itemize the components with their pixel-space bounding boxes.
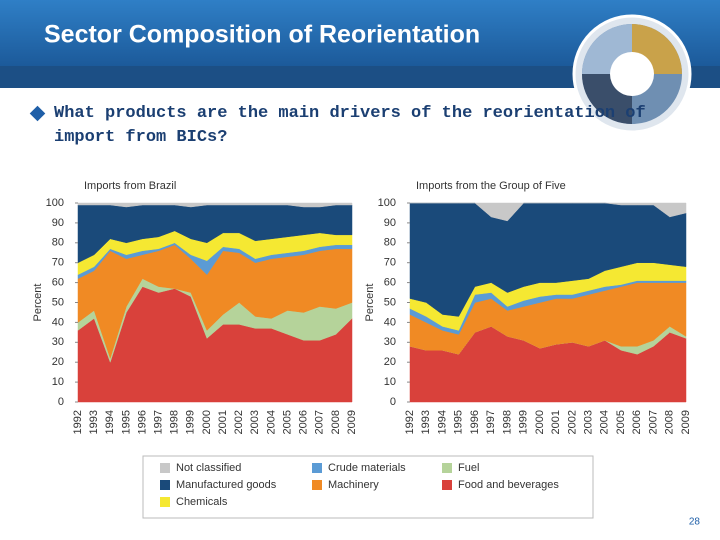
logo	[572, 14, 692, 134]
area	[410, 202, 687, 222]
y-tick-label: 70	[52, 257, 64, 269]
y-tick-label: 100	[378, 197, 396, 209]
legend-label: Machinery	[328, 479, 379, 491]
x-tick-label: 1996	[469, 410, 481, 434]
y-tick-label: 0	[58, 396, 64, 408]
y-tick-label: 20	[384, 356, 396, 368]
chart-title: Imports from the Group of Five	[416, 180, 566, 192]
x-tick-label: 2005	[615, 410, 627, 434]
x-tick-label: 2001	[550, 410, 562, 434]
x-tick-label: 2007	[314, 410, 326, 434]
page-number: 28	[689, 517, 701, 528]
x-tick-label: 2004	[265, 410, 277, 434]
legend-box	[142, 455, 594, 519]
legend-swatch	[160, 497, 170, 507]
y-tick-label: 50	[52, 296, 64, 308]
area	[77, 202, 353, 208]
x-tick-label: 2000	[201, 410, 213, 434]
y-tick-label: 10	[52, 376, 64, 388]
x-tick-label: 1995	[120, 410, 132, 434]
bullet-text: What products are the main drivers of th…	[54, 104, 646, 147]
x-tick-label: 1997	[485, 410, 497, 434]
x-tick-label: 1993	[88, 410, 100, 434]
x-tick-label: 2000	[534, 410, 546, 434]
x-tick-label: 2009	[680, 410, 692, 434]
x-tick-label: 2003	[249, 410, 261, 434]
y-tick-label: 40	[52, 316, 64, 328]
x-tick-label: 2009	[346, 410, 358, 434]
y-tick-label: 40	[384, 316, 396, 328]
x-tick-label: 2006	[298, 410, 310, 434]
x-tick-label: 1999	[185, 410, 197, 434]
y-tick-label: 80	[52, 237, 64, 249]
legend-label: Not classified	[176, 462, 241, 474]
x-tick-label: 2008	[330, 410, 342, 434]
y-tick-label: 10	[384, 376, 396, 388]
y-tick-label: 30	[52, 336, 64, 348]
y-tick-label: 60	[52, 277, 64, 289]
x-tick-label: 1995	[453, 410, 465, 434]
legend-swatch	[312, 463, 322, 473]
legend-label: Food and beverages	[458, 479, 559, 491]
y-tick-label: 50	[384, 296, 396, 308]
x-tick-label: 1992	[72, 410, 84, 434]
y-tick-label: 0	[390, 396, 396, 408]
x-tick-label: 2002	[566, 410, 578, 434]
y-tick-label: 90	[52, 217, 64, 229]
header-strip	[0, 66, 720, 88]
x-tick-label: 1993	[420, 410, 432, 434]
y-tick-label: 80	[384, 237, 396, 249]
x-tick-label: 2001	[217, 410, 229, 434]
x-tick-label: 2008	[664, 410, 676, 434]
x-tick-label: 1997	[152, 410, 164, 434]
x-tick-label: 1994	[436, 410, 448, 434]
legend-swatch	[442, 480, 452, 490]
legend-label: Fuel	[458, 462, 479, 474]
y-axis-label: Percent	[364, 284, 376, 322]
x-tick-label: 2006	[631, 410, 643, 434]
x-tick-label: 2003	[582, 410, 594, 434]
chart-title: Imports from Brazil	[84, 180, 176, 192]
legend-label: Crude materials	[328, 462, 406, 474]
legend-swatch	[312, 480, 322, 490]
x-tick-label: 1998	[501, 410, 513, 434]
y-tick-label: 90	[384, 217, 396, 229]
legend-label: Manufactured goods	[176, 479, 277, 491]
bullet-box: What products are the main drivers of th…	[54, 104, 646, 147]
x-tick-label: 1999	[518, 410, 530, 434]
x-tick-label: 1998	[169, 410, 181, 434]
x-tick-label: 2004	[599, 410, 611, 434]
bullet-marker	[29, 105, 46, 122]
x-tick-label: 2007	[647, 410, 659, 434]
legend-swatch	[160, 480, 170, 490]
x-tick-label: 2005	[281, 410, 293, 434]
y-tick-label: 70	[384, 257, 396, 269]
x-tick-label: 1994	[104, 410, 116, 434]
legend-swatch	[442, 463, 452, 473]
legend-swatch	[160, 463, 170, 473]
y-tick-label: 30	[384, 336, 396, 348]
legend-label: Chemicals	[176, 496, 228, 508]
slide-title: Sector Composition of Reorientation	[44, 21, 480, 49]
x-tick-label: 1992	[404, 410, 416, 434]
y-tick-label: 20	[52, 356, 64, 368]
x-tick-label: 2002	[233, 410, 245, 434]
y-axis-label: Percent	[32, 284, 44, 322]
y-tick-label: 60	[384, 277, 396, 289]
y-tick-label: 100	[46, 197, 64, 209]
x-tick-label: 1996	[136, 410, 148, 434]
